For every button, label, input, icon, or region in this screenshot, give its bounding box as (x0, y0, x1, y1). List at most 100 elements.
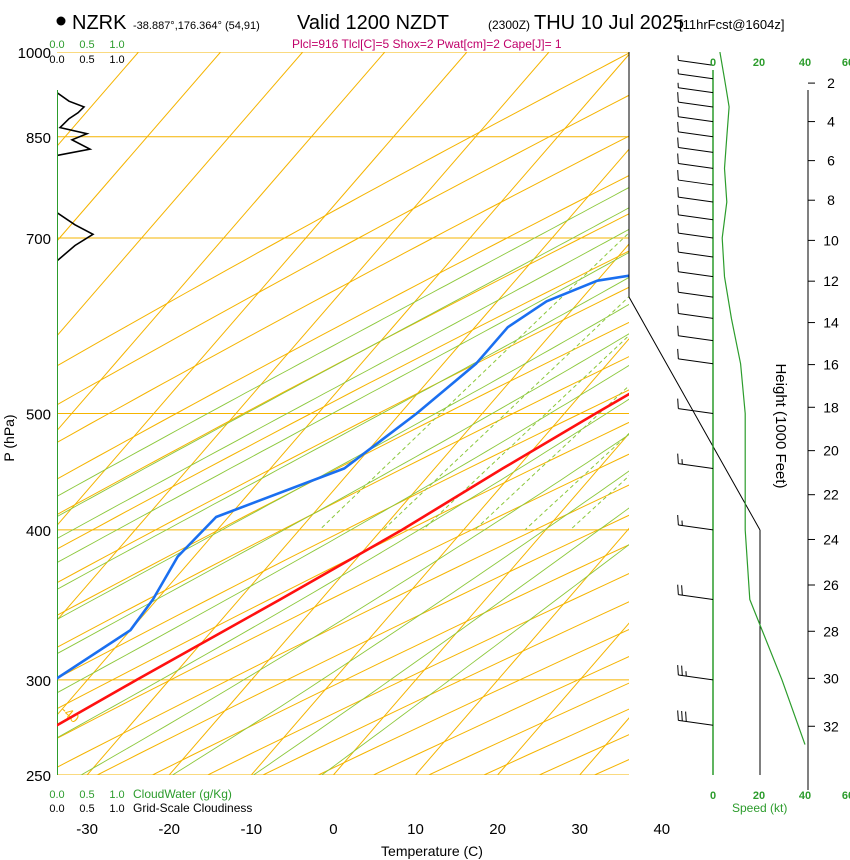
wind-barb-feather (677, 584, 679, 595)
wind-barb-feather (677, 514, 679, 526)
dry-adiabat (317, 628, 629, 775)
temp-tick: -10 (240, 821, 262, 838)
isotherm--30 (86, 148, 629, 775)
moist-adiabat (57, 276, 629, 590)
wind-barb-staff (678, 291, 714, 298)
wind-barb-feather (681, 585, 683, 596)
cloudiness-line (57, 92, 95, 262)
wind-barb-staff (678, 271, 714, 278)
pressure-tick-300: 300 (26, 673, 51, 690)
cloudiness-tick-bottom: 0.5 (79, 803, 94, 815)
dry-adiabat (656, 27, 850, 797)
dry-adiabat (57, 356, 629, 648)
dry-adiabat (57, 484, 629, 768)
isotherm--40 (57, 53, 629, 716)
isotherm--50 (57, 52, 550, 621)
y-axis-title: P (hPa) (1, 414, 17, 461)
cloudiness-profile (57, 90, 95, 775)
temp-tick: -30 (76, 821, 98, 838)
cloudiness-tick-bottom: 1.0 (109, 803, 124, 815)
moist-adiabat (57, 251, 629, 564)
station-id: NZRK (72, 12, 127, 34)
dry-adiabat (57, 94, 629, 406)
wind-barb-feather (677, 398, 679, 409)
mixing-ratio-line (319, 232, 629, 531)
height-tick-label: 10 (823, 232, 839, 248)
wind-barb-staff (678, 116, 714, 123)
mixing-ratio-line (422, 334, 629, 531)
wind-barb-staff (678, 131, 714, 138)
wind-barb-feather (677, 121, 679, 132)
dry-adiabat (57, 174, 629, 480)
mixing-ratio-line (474, 385, 629, 531)
wind-barb-staff (678, 214, 714, 221)
wind-barb-feather (677, 348, 679, 359)
wind-barb-staff (678, 335, 714, 342)
sounding-params: Plcl=916 Tlcl[C]=5 Shox=2 Pwat[cm]=2 Cap… (292, 37, 562, 51)
temp-tick: 30 (571, 821, 588, 838)
wind-barb-feather (677, 170, 679, 181)
height-tick-label: 30 (823, 670, 839, 686)
moist-adiabat (80, 434, 629, 775)
speed-tick-top: 60 (842, 57, 850, 69)
cloudwater-tick-bottom: 0.5 (79, 789, 94, 801)
wind-barb-staff (678, 719, 714, 726)
utc-time: (2300Z) (488, 18, 530, 32)
pressure-tick-250: 250 (26, 768, 51, 785)
dry-adiabat (57, 421, 629, 710)
cloudwater-tick-top: 1.0 (109, 39, 124, 51)
isotherm--20 (168, 243, 629, 775)
wind-barb-feather (677, 223, 679, 234)
wind-speed-line (719, 52, 806, 745)
wind-barb-staff (678, 408, 714, 414)
wind-barb-staff (678, 313, 714, 319)
sounding-profiles (57, 274, 629, 727)
speed-tick-bottom: 60 (842, 790, 850, 802)
dry-adiabat (372, 656, 629, 775)
isotherm-lines (57, 52, 629, 775)
cloudiness-tick-bottom: 0.0 (49, 803, 64, 815)
height-tick-label: 4 (827, 114, 835, 130)
wind-barb-staff (678, 179, 714, 186)
dry-adiabat (57, 286, 629, 584)
height-tick-label: 2 (827, 75, 835, 91)
isotherm-10 (415, 527, 629, 775)
speed-tick-bottom: 40 (799, 790, 811, 802)
height-tick-label: 14 (823, 315, 839, 331)
dry-adiabat (57, 321, 629, 616)
temp-tick: 20 (489, 821, 506, 838)
cloudwater-tick-top: 0.0 (49, 39, 64, 51)
dry-adiabat (57, 52, 629, 367)
dry-adiabat (57, 135, 629, 444)
station-coords: -38.887°,176.364° (54,91) (133, 20, 260, 32)
wind-panel (628, 52, 761, 775)
station-dot-icon (56, 16, 66, 26)
dry-adiabat (538, 734, 629, 775)
height-tick-label: 32 (823, 718, 839, 734)
dry-adiabat-lines (57, 27, 850, 797)
pressure-tick-500: 500 (26, 407, 51, 424)
pressure-tick-700: 700 (26, 231, 51, 248)
cloudiness-label: Grid-Scale Cloudiness (133, 801, 252, 815)
temperature-profile (57, 392, 629, 727)
wind-barb-feather (677, 242, 679, 253)
moist-adiabat (57, 333, 629, 655)
wind-barb-staff (678, 73, 714, 80)
height-tick-label: 20 (823, 443, 839, 459)
moist-adiabat (57, 207, 629, 518)
wind-barb-feather (677, 261, 679, 272)
wind-barb-feather (681, 710, 683, 722)
header: NZRK -38.887°,176.364° (54,91) Valid 120… (56, 12, 784, 51)
dry-adiabat (57, 453, 629, 739)
wind-barb-feather (681, 665, 683, 676)
wind-barb-feather (677, 325, 679, 336)
moist-adiabat (171, 470, 629, 775)
mixing-ratio-line (630, 27, 850, 530)
wind-barb-feather (677, 187, 679, 198)
temp-tick: -20 (158, 821, 180, 838)
moist-adiabat (57, 186, 629, 497)
wind-barb-feather (685, 711, 687, 722)
speed-tick-top: 20 (753, 57, 765, 69)
speed-tick-bottom: 20 (753, 790, 765, 802)
